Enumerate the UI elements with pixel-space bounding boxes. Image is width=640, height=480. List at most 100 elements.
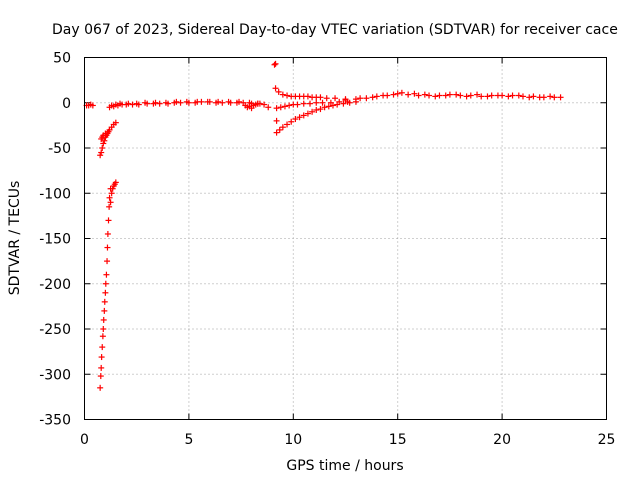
x-tick-label: 5 bbox=[184, 432, 193, 448]
data-point bbox=[488, 92, 495, 99]
data-point bbox=[463, 93, 470, 100]
x-tick-labels: 0 5 10 15 20 25 bbox=[80, 432, 615, 448]
data-point bbox=[346, 99, 353, 106]
data-point bbox=[219, 99, 226, 106]
data-point bbox=[273, 105, 280, 112]
data-point bbox=[478, 93, 485, 100]
data-point bbox=[494, 92, 501, 99]
data-point bbox=[105, 217, 112, 224]
data-point bbox=[380, 92, 387, 99]
data-point bbox=[334, 101, 341, 108]
data-point bbox=[254, 100, 261, 107]
data-point bbox=[98, 149, 105, 156]
data-point bbox=[265, 104, 272, 111]
data-point bbox=[102, 289, 109, 296]
data-point bbox=[317, 94, 324, 101]
data-point bbox=[405, 91, 412, 98]
grid bbox=[84, 57, 607, 420]
data-point bbox=[515, 92, 522, 99]
data-point bbox=[317, 106, 324, 113]
data-point bbox=[325, 103, 332, 110]
data-point bbox=[296, 114, 303, 121]
data-point bbox=[107, 199, 114, 206]
data-point bbox=[442, 92, 449, 99]
data-point bbox=[162, 99, 169, 106]
data-point bbox=[421, 91, 428, 98]
data-point bbox=[467, 92, 474, 99]
data-points bbox=[83, 60, 564, 391]
chart-title: Day 067 of 2023, Sidereal Day-to-day VTE… bbox=[52, 22, 618, 38]
data-point bbox=[304, 93, 311, 100]
data-point bbox=[284, 121, 291, 128]
data-point bbox=[436, 92, 443, 99]
x-tick-label: 20 bbox=[493, 432, 511, 448]
data-point bbox=[390, 91, 397, 98]
data-point bbox=[307, 100, 314, 107]
data-point bbox=[273, 117, 280, 124]
data-point bbox=[112, 101, 119, 108]
x-tick-label: 10 bbox=[284, 432, 302, 448]
data-point bbox=[279, 91, 286, 98]
data-point bbox=[432, 93, 439, 100]
data-point bbox=[340, 100, 347, 107]
data-point bbox=[273, 129, 280, 136]
data-point bbox=[104, 244, 111, 251]
data-point bbox=[98, 364, 105, 371]
series-early-offset bbox=[83, 101, 96, 109]
x-tick-label: 15 bbox=[389, 432, 407, 448]
data-point bbox=[357, 95, 364, 102]
data-point bbox=[551, 94, 558, 101]
data-point bbox=[272, 85, 279, 92]
data-point bbox=[304, 110, 311, 117]
data-point bbox=[505, 93, 512, 100]
y-tick-label: -50 bbox=[48, 141, 71, 157]
data-point bbox=[411, 90, 418, 97]
series-morning-scatter bbox=[108, 98, 272, 111]
data-point bbox=[100, 140, 107, 147]
series-lower-branch bbox=[273, 98, 359, 136]
data-point bbox=[288, 118, 295, 125]
data-point bbox=[415, 92, 422, 99]
data-point bbox=[101, 307, 108, 314]
data-point bbox=[97, 384, 104, 391]
data-point bbox=[332, 95, 339, 102]
data-point bbox=[101, 298, 108, 305]
data-point bbox=[557, 94, 564, 101]
data-point bbox=[292, 116, 299, 123]
data-point bbox=[204, 98, 211, 105]
data-point bbox=[104, 230, 111, 237]
data-point bbox=[286, 102, 293, 109]
data-point bbox=[277, 104, 284, 111]
data-point bbox=[125, 100, 132, 107]
data-point bbox=[152, 99, 159, 106]
data-point bbox=[99, 344, 106, 351]
y-tick-label: -250 bbox=[39, 322, 71, 338]
data-point bbox=[300, 112, 307, 119]
data-point bbox=[453, 91, 460, 98]
data-point bbox=[275, 88, 282, 95]
series-steep-drop-2 bbox=[107, 179, 119, 206]
data-point bbox=[101, 137, 108, 144]
y-tick-label: -200 bbox=[39, 277, 71, 293]
data-point bbox=[225, 98, 232, 105]
data-point bbox=[281, 103, 288, 110]
data-point bbox=[106, 203, 113, 210]
data-point bbox=[99, 145, 106, 151]
y-tick-label: 0 bbox=[62, 96, 71, 112]
y-tick-label: -300 bbox=[39, 367, 71, 383]
data-point bbox=[474, 91, 481, 98]
data-point bbox=[536, 94, 543, 101]
data-point bbox=[102, 130, 109, 137]
data-point bbox=[100, 326, 107, 332]
data-point bbox=[142, 99, 149, 106]
data-point bbox=[177, 99, 184, 106]
data-point bbox=[103, 271, 110, 278]
data-point bbox=[309, 108, 316, 115]
data-point bbox=[323, 95, 330, 102]
data-point bbox=[484, 93, 491, 100]
series-hook-2 bbox=[98, 130, 109, 142]
y-tick-labels: 50 0 -50 -100 -150 -200 -250 -300 -350 bbox=[39, 51, 71, 429]
y-tick-label: -100 bbox=[39, 186, 71, 202]
data-point bbox=[352, 96, 359, 103]
